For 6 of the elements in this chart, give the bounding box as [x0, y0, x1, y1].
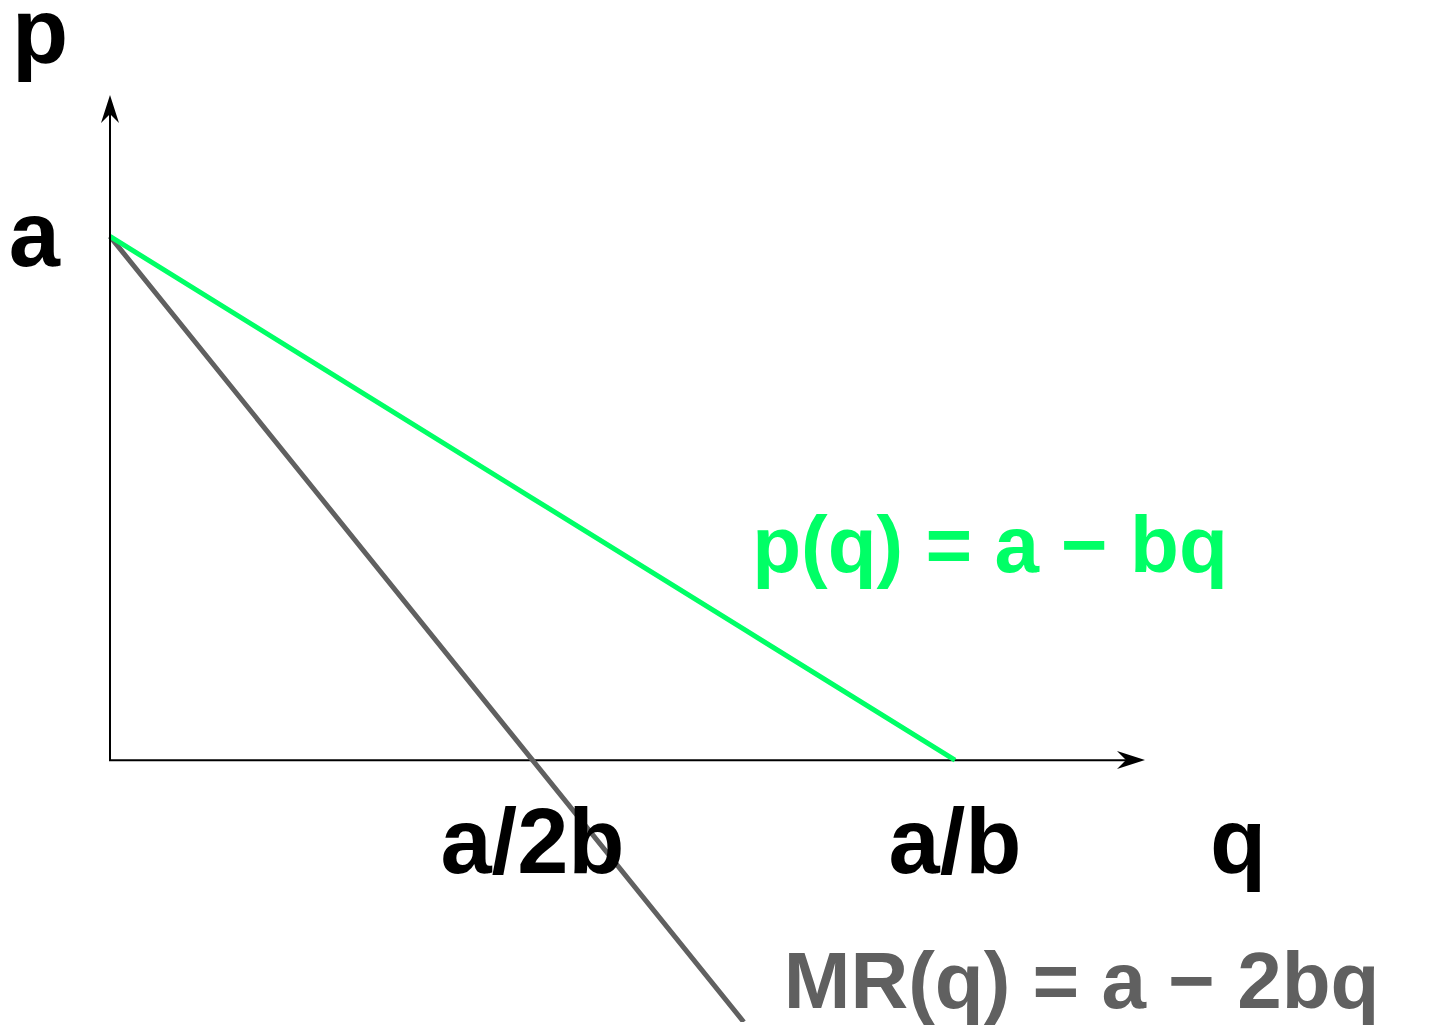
y-axis-title: p: [11, 0, 69, 82]
x-tick-label: a/b: [888, 790, 1022, 893]
series-label: MR(q) = a − 2bq: [783, 936, 1380, 1025]
x-axis-title: q: [1210, 790, 1267, 893]
series-label: p(q) = a − bq: [752, 500, 1228, 590]
text: a: [8, 183, 61, 286]
